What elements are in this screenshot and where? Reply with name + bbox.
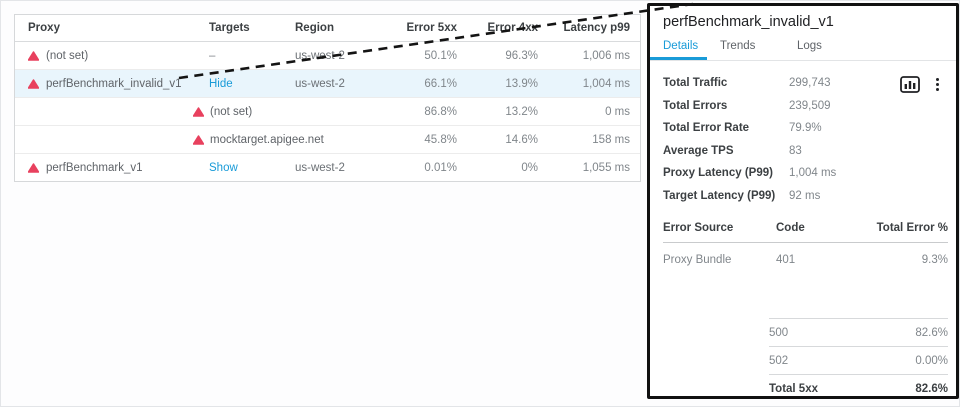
error-code-cell: 502: [769, 354, 789, 367]
error-pct-cell: 0.00%: [915, 354, 948, 367]
error-code-header: Code: [776, 222, 805, 234]
stat-value: 79.9%: [789, 122, 822, 135]
column-header-error-4xx: Error 4xx: [487, 22, 538, 34]
error-code-cell: 500: [769, 326, 789, 339]
stat-row: Average TPS 83: [663, 140, 948, 163]
target-sub-row[interactable]: (not set) 86.8% 13.2% 0 ms: [15, 98, 640, 126]
latency-p99-cell: 158 ms: [592, 133, 630, 146]
table-row-selected[interactable]: perfBenchmark_invalid_v1 Hide us-west-2 …: [15, 70, 640, 98]
error-5xx-cell: 0.01%: [424, 161, 457, 174]
error-code-row: 500 82.6%: [769, 318, 948, 346]
stat-row: Total Traffic 299,743: [663, 72, 948, 95]
latency-p99-cell: 1,055 ms: [582, 161, 630, 174]
region-cell: us-west-2: [295, 77, 345, 90]
column-header-region: Region: [295, 22, 334, 34]
stat-value: 92 ms: [789, 189, 821, 202]
column-header-latency-p99: Latency p99: [563, 22, 630, 34]
latency-p99-cell: 1,004 ms: [582, 77, 630, 90]
stats-list: Total Traffic 299,743 Total Errors 239,5…: [663, 72, 948, 207]
stat-label: Target Latency (P99): [663, 189, 776, 202]
tab-trends[interactable]: Trends: [720, 40, 756, 52]
stat-row: Total Errors 239,509: [663, 95, 948, 118]
stat-value: 239,509: [789, 99, 831, 112]
error-4xx-cell: 13.2%: [505, 105, 538, 118]
region-cell: us-west-2: [295, 161, 345, 174]
error-pct-cell: 9.3%: [921, 254, 948, 266]
error-code-breakdown: 500 82.6% 502 0.00% Total 5xx 82.6%: [769, 318, 948, 402]
error-source-cell: Proxy Bundle: [663, 254, 732, 266]
alert-triangle-icon: [28, 162, 39, 173]
region-cell: us-west-2: [295, 49, 345, 62]
stat-value: 299,743: [789, 77, 831, 90]
target-name: (not set): [210, 105, 253, 118]
total-5xx-label: Total 5xx: [769, 382, 818, 395]
proxy-metrics-table: Proxy Targets Region Error 5xx Error 4xx…: [14, 14, 641, 182]
alert-triangle-icon: [193, 134, 204, 145]
error-pct-cell: 82.6%: [915, 326, 948, 339]
error-table-header: Error Source Code Total Error %: [663, 222, 948, 243]
stat-label: Average TPS: [663, 144, 734, 157]
error-5xx-cell: 50.1%: [424, 49, 457, 62]
column-header-error-5xx: Error 5xx: [406, 22, 457, 34]
proxy-detail-panel: perfBenchmark_invalid_v1 Details Trends …: [647, 3, 959, 399]
table-row[interactable]: perfBenchmark_v1 Show us-west-2 0.01% 0%…: [15, 154, 640, 181]
show-targets-link[interactable]: Show: [209, 161, 238, 174]
stat-label: Total Errors: [663, 99, 728, 112]
alert-triangle-icon: [193, 106, 204, 117]
target-sub-row[interactable]: mocktarget.apigee.net 45.8% 14.6% 158 ms: [15, 126, 640, 154]
latency-p99-cell: 0 ms: [605, 105, 630, 118]
error-source-header: Error Source: [663, 222, 734, 234]
targets-cell: –: [209, 49, 216, 62]
error-4xx-cell: 96.3%: [505, 49, 538, 62]
panel-title: perfBenchmark_invalid_v1: [663, 14, 834, 30]
error-4xx-cell: 0%: [521, 161, 538, 174]
error-code-row: 502 0.00%: [769, 346, 948, 374]
tab-details[interactable]: Details: [663, 40, 699, 52]
proxy-name: perfBenchmark_v1: [46, 161, 143, 174]
tab-logs[interactable]: Logs: [797, 40, 822, 52]
stat-label: Total Error Rate: [663, 122, 750, 135]
tabs-divider: [650, 60, 956, 61]
error-4xx-cell: 14.6%: [505, 133, 538, 146]
stat-row: Target Latency (P99) 92 ms: [663, 185, 948, 208]
chart-view-icon[interactable]: [900, 76, 920, 93]
column-header-proxy: Proxy: [28, 22, 60, 34]
stat-label: Total Traffic: [663, 77, 728, 90]
error-code-cell: 401: [776, 254, 796, 266]
alert-triangle-icon: [28, 50, 39, 61]
proxy-name: perfBenchmark_invalid_v1: [46, 77, 182, 90]
table-row[interactable]: (not set) – us-west-2 50.1% 96.3% 1,006 …: [15, 42, 640, 70]
target-name: mocktarget.apigee.net: [210, 133, 324, 146]
hide-targets-link[interactable]: Hide: [209, 77, 233, 90]
stat-value: 83: [789, 144, 802, 157]
total-5xx-pct: 82.6%: [915, 382, 948, 395]
error-5xx-cell: 66.1%: [424, 77, 457, 90]
error-table-row: Proxy Bundle 401 9.3%: [663, 248, 948, 272]
latency-p99-cell: 1,006 ms: [582, 49, 630, 62]
total-error-pct-header: Total Error %: [876, 222, 948, 234]
stat-value: 1,004 ms: [789, 167, 837, 180]
alert-triangle-icon: [28, 78, 39, 89]
proxy-name: (not set): [46, 49, 89, 62]
error-code-total-row: Total 5xx 82.6%: [769, 374, 948, 402]
stat-row: Proxy Latency (P99) 1,004 ms: [663, 162, 948, 185]
kebab-menu-icon[interactable]: [932, 76, 942, 92]
error-5xx-cell: 45.8%: [424, 133, 457, 146]
table-header-row: Proxy Targets Region Error 5xx Error 4xx…: [15, 15, 640, 42]
error-4xx-cell: 13.9%: [505, 77, 538, 90]
stat-row: Total Error Rate 79.9%: [663, 117, 948, 140]
stat-label: Proxy Latency (P99): [663, 167, 773, 180]
error-5xx-cell: 86.8%: [424, 105, 457, 118]
column-header-targets: Targets: [209, 22, 250, 34]
